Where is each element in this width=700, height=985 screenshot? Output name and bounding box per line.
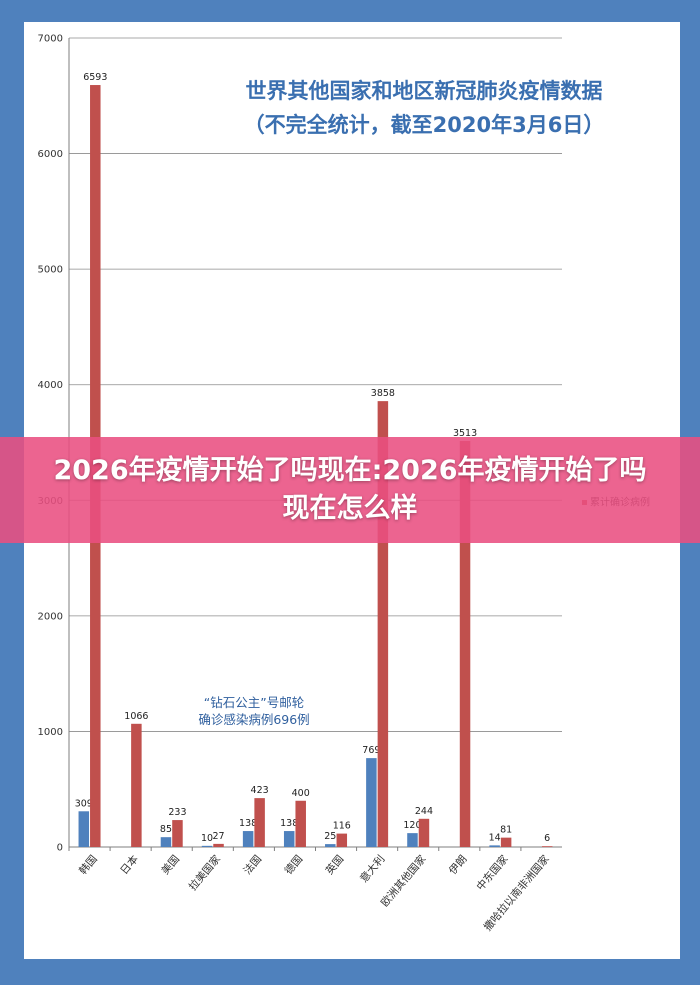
bar-series-2 <box>254 798 265 847</box>
bar-series-1 <box>325 844 336 847</box>
bar-series-2 <box>172 820 183 847</box>
bar-series-1 <box>242 831 254 847</box>
y-tick-label: 1000 <box>38 727 63 738</box>
bar-series-1 <box>201 845 213 847</box>
x-tick-label: 美国 <box>159 853 182 877</box>
data-label: 85 <box>160 824 172 835</box>
x-tick-label: 韩国 <box>76 853 99 877</box>
annotation-line-1: “钻石公主”号邮轮 <box>203 695 305 710</box>
bar-series-1 <box>283 831 295 847</box>
bar-series-2 <box>213 843 224 847</box>
x-tick-label: 法国 <box>241 853 264 877</box>
cruise-ship-annotation: “钻石公主”号邮轮 确诊感染病例696例 <box>154 694 354 728</box>
bar-series-2 <box>500 837 512 847</box>
bar-series-1 <box>489 845 500 847</box>
data-label: 81 <box>500 825 512 836</box>
chart-subtitle: （不完全统计，截至2020年3月6日） <box>243 113 605 137</box>
chart-title: 世界其他国家和地区新冠肺炎疫情数据 <box>245 79 603 103</box>
x-tick-label: 德国 <box>282 853 305 877</box>
y-tick-label: 7000 <box>38 34 63 45</box>
data-label: 6593 <box>83 72 107 83</box>
y-tick-label: 5000 <box>38 265 63 276</box>
y-tick-label: 0 <box>57 843 63 854</box>
data-label: 116 <box>333 821 351 832</box>
x-tick-label: 拉美国家 <box>186 852 223 893</box>
x-tick-label: 英国 <box>323 853 346 877</box>
y-tick-label: 4000 <box>38 380 63 391</box>
bar-series-2 <box>295 800 306 847</box>
annotation-line-2: 确诊感染病例696例 <box>198 712 310 727</box>
data-label: 10 <box>201 833 213 844</box>
data-label: 423 <box>251 785 269 796</box>
x-tick-label: 意大利 <box>357 853 387 885</box>
bar-series-2 <box>418 818 430 847</box>
bar-series-2 <box>131 723 142 847</box>
data-label: 3858 <box>371 388 395 399</box>
data-label: 244 <box>415 806 433 817</box>
y-tick-label: 2000 <box>38 611 63 622</box>
x-tick-label: 日本 <box>117 852 141 877</box>
bar-series-2 <box>541 846 553 847</box>
y-tick-label: 6000 <box>38 149 63 160</box>
bar-series-1 <box>78 811 90 847</box>
bar-series-2 <box>459 440 471 847</box>
data-label: 769 <box>362 745 380 756</box>
data-label: 3513 <box>453 428 477 439</box>
data-label: 1066 <box>124 711 148 722</box>
bar-series-1 <box>160 837 172 847</box>
data-label: 138 <box>239 818 257 829</box>
data-label: 309 <box>75 798 93 809</box>
data-label: 25 <box>324 831 336 842</box>
data-label: 120 <box>403 820 421 831</box>
bar-series-2 <box>336 833 348 847</box>
bar-chart: 01000200030004000500060007000韩国3096593日本… <box>38 34 650 934</box>
banner-text: 2026年疫情开始了吗现在:2026年疫情开始了吗现在怎么样 <box>53 455 647 524</box>
bar-series-1 <box>366 758 377 847</box>
data-label: 6 <box>544 833 550 844</box>
data-label: 138 <box>280 818 298 829</box>
x-tick-label: 中东国家 <box>474 852 511 893</box>
bar-series-2 <box>377 401 389 847</box>
x-tick-label: 伊朗 <box>447 853 470 877</box>
data-label: 27 <box>212 831 224 842</box>
data-label: 400 <box>292 788 310 799</box>
data-label: 14 <box>489 832 501 843</box>
overlay-banner: 2026年疫情开始了吗现在:2026年疫情开始了吗现在怎么样 <box>0 437 700 543</box>
bar-series-1 <box>407 833 418 847</box>
chart-title-block: 世界其他国家和地区新冠肺炎疫情数据 （不完全统计，截至2020年3月6日） <box>204 74 644 142</box>
data-label: 233 <box>168 807 186 818</box>
